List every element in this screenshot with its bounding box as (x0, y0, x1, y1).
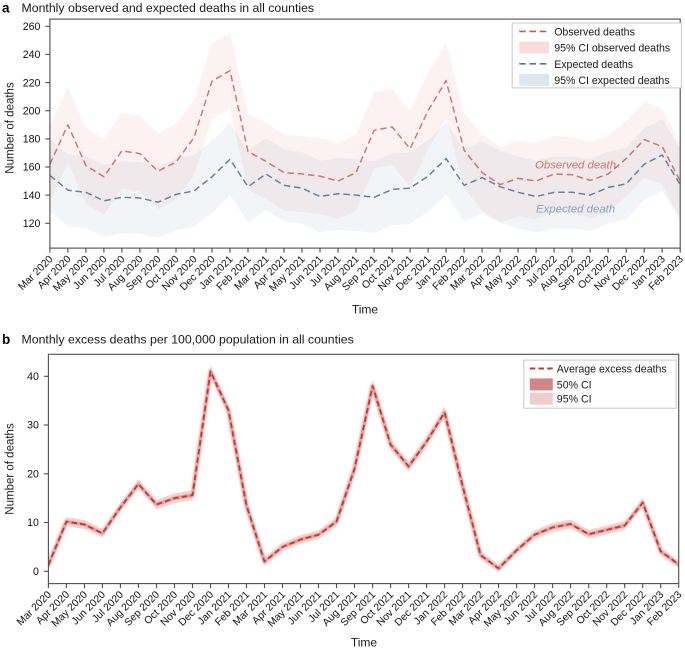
svg-text:160: 160 (23, 162, 41, 174)
svg-text:95% CI observed deaths: 95% CI observed deaths (554, 43, 670, 55)
svg-text:95% CI expected deaths: 95% CI expected deaths (554, 75, 669, 87)
svg-text:50% CI: 50% CI (557, 379, 592, 391)
svg-text:Number of deaths: Number of deaths (5, 82, 17, 174)
svg-text:220: 220 (23, 77, 41, 89)
svg-text:30: 30 (27, 420, 39, 432)
svg-text:b: b (2, 332, 10, 347)
svg-text:Time: Time (352, 303, 379, 317)
svg-text:Monthly excess deaths per 100,: Monthly excess deaths per 100,000 popula… (22, 333, 354, 347)
svg-text:0: 0 (33, 566, 39, 578)
svg-text:40: 40 (27, 371, 39, 383)
svg-text:260: 260 (23, 21, 41, 33)
svg-text:Observed death: Observed death (535, 160, 616, 172)
svg-text:a: a (2, 1, 10, 16)
svg-text:120: 120 (23, 218, 41, 230)
svg-text:10: 10 (27, 517, 39, 529)
svg-text:95% CI: 95% CI (557, 394, 592, 406)
svg-text:Number of deaths: Number of deaths (5, 423, 17, 515)
svg-text:240: 240 (23, 49, 41, 61)
svg-text:Monthly observed and expected: Monthly observed and expected deaths in … (22, 1, 315, 15)
svg-text:Time: Time (351, 636, 378, 648)
svg-text:Average excess deaths: Average excess deaths (557, 364, 667, 376)
svg-text:20: 20 (27, 469, 39, 481)
svg-text:140: 140 (23, 190, 41, 202)
svg-text:Expected death: Expected death (536, 204, 615, 216)
svg-text:180: 180 (23, 134, 41, 146)
svg-text:Observed deaths: Observed deaths (554, 26, 635, 38)
svg-text:200: 200 (23, 105, 41, 117)
svg-text:Expected deaths: Expected deaths (554, 59, 633, 71)
